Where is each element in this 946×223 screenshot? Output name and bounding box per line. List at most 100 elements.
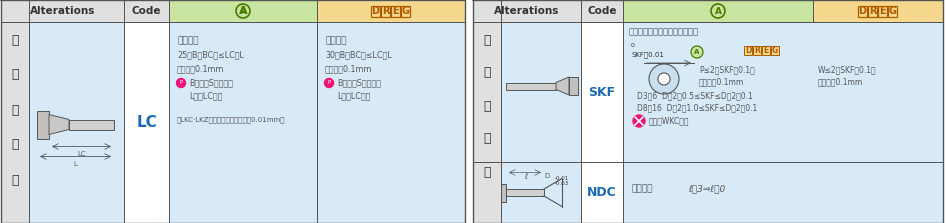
Text: SKF: SKF — [588, 85, 616, 99]
Text: ℓ＝3⇒ℓ＝0: ℓ＝3⇒ℓ＝0 — [688, 184, 726, 193]
Bar — [391, 6, 400, 17]
Text: G: G — [401, 6, 410, 16]
Text: 加: 加 — [11, 138, 19, 151]
Bar — [581, 162, 623, 223]
Text: 30＋B（BC）≤LC＜L: 30＋B（BC）≤LC＜L — [325, 50, 392, 59]
Text: 指定単位0.1mm: 指定単位0.1mm — [325, 64, 373, 73]
Circle shape — [177, 78, 185, 87]
Bar — [501, 162, 581, 223]
Text: D8～16  D／2－1.0≤SKF≤D／2－0.1: D8～16 D／2－1.0≤SKF≤D／2－0.1 — [637, 103, 757, 112]
Text: B尺寸和S尺寸縮短: B尺寸和S尺寸縮短 — [189, 78, 233, 87]
Text: 25＋B（BC）≤LC＜L: 25＋B（BC）≤LC＜L — [177, 50, 244, 59]
Text: E: E — [879, 6, 885, 16]
Text: G: G — [772, 46, 779, 55]
Text: R: R — [754, 46, 760, 55]
Bar — [581, 22, 623, 162]
Text: -0.03: -0.03 — [555, 181, 569, 186]
Text: A: A — [694, 49, 700, 55]
Bar — [506, 189, 544, 196]
Text: E: E — [393, 6, 399, 16]
Text: A: A — [714, 6, 722, 16]
Circle shape — [658, 73, 670, 85]
Text: L: L — [74, 161, 78, 167]
Bar — [569, 77, 578, 95]
Bar — [473, 162, 501, 223]
Text: LC: LC — [136, 115, 157, 130]
Bar — [771, 46, 779, 55]
Text: 指定単位0.1mm: 指定単位0.1mm — [699, 77, 745, 86]
Bar — [1, 0, 465, 223]
Text: 追: 追 — [483, 99, 491, 112]
Text: D: D — [372, 6, 379, 16]
Text: SKF－0.01: SKF－0.01 — [631, 51, 664, 58]
Text: 全: 全 — [11, 33, 19, 47]
Circle shape — [711, 4, 725, 18]
Text: Alterations: Alterations — [30, 6, 96, 16]
Bar — [813, 0, 943, 22]
Text: L－（LC）。: L－（LC）。 — [189, 91, 222, 101]
Text: P≤2（SKF－0.1）: P≤2（SKF－0.1） — [699, 65, 755, 74]
Bar — [473, 22, 501, 162]
Bar — [858, 6, 867, 17]
Bar — [581, 0, 623, 22]
Bar — [381, 6, 390, 17]
Bar — [753, 46, 761, 55]
Bar — [317, 22, 465, 223]
Bar — [501, 184, 506, 202]
Bar — [1, 22, 29, 223]
Bar — [868, 6, 877, 17]
Text: -0.01: -0.01 — [555, 176, 569, 181]
Bar — [506, 83, 556, 89]
Text: 変更全長: 変更全長 — [325, 36, 346, 45]
Bar — [29, 22, 124, 223]
Text: （LKC·LKZ并用时，指定単位可为0.01mm）: （LKC·LKZ并用时，指定単位可为0.01mm） — [177, 116, 286, 123]
Text: A: A — [239, 6, 247, 16]
Bar — [371, 6, 380, 17]
Bar — [744, 46, 752, 55]
Bar — [623, 162, 943, 223]
Text: D: D — [745, 46, 751, 55]
Text: 部: 部 — [483, 66, 491, 80]
Bar — [473, 0, 943, 223]
Text: W≤2（SKF－0.1）: W≤2（SKF－0.1） — [818, 65, 877, 74]
Text: 无导入部: 无导入部 — [631, 184, 653, 193]
Bar — [124, 0, 169, 22]
Text: 指定単位0.1mm: 指定単位0.1mm — [818, 77, 864, 86]
Text: 指定単位0.1mm: 指定単位0.1mm — [177, 64, 224, 73]
Text: 长: 长 — [11, 68, 19, 81]
Text: G: G — [888, 6, 897, 16]
Text: P: P — [180, 81, 183, 85]
Text: NDC: NDC — [587, 186, 617, 199]
Bar — [623, 22, 943, 162]
Bar — [623, 0, 813, 22]
Text: ℓ: ℓ — [524, 172, 528, 181]
Text: 0: 0 — [631, 43, 635, 48]
Bar — [124, 22, 169, 223]
Text: P: P — [327, 81, 330, 85]
Text: R: R — [382, 6, 389, 16]
Text: A: A — [238, 6, 247, 16]
Bar — [501, 22, 581, 162]
Bar — [762, 46, 770, 55]
Circle shape — [649, 64, 679, 94]
Text: 工: 工 — [483, 165, 491, 178]
Circle shape — [633, 115, 645, 127]
Polygon shape — [556, 77, 569, 95]
Bar — [169, 22, 317, 223]
Bar — [69, 120, 114, 130]
Text: E: E — [763, 46, 768, 55]
Text: 指定杆部尺寸平面加工（单面）: 指定杆部尺寸平面加工（单面） — [629, 27, 699, 36]
Text: Code: Code — [131, 6, 161, 16]
Bar — [888, 6, 897, 17]
Circle shape — [236, 4, 250, 18]
Text: D: D — [859, 6, 867, 16]
Circle shape — [324, 78, 334, 87]
Text: 不可与WKC并用: 不可与WKC并用 — [649, 116, 690, 126]
Text: D3～6  D／2－0.5≤SKF≤D／2－0.1: D3～6 D／2－0.5≤SKF≤D／2－0.1 — [637, 91, 753, 100]
Text: Alterations: Alterations — [495, 6, 560, 16]
Polygon shape — [49, 114, 69, 134]
Text: 加: 加 — [483, 132, 491, 145]
Text: D: D — [544, 173, 550, 180]
Bar — [473, 0, 581, 22]
Bar — [878, 6, 887, 17]
